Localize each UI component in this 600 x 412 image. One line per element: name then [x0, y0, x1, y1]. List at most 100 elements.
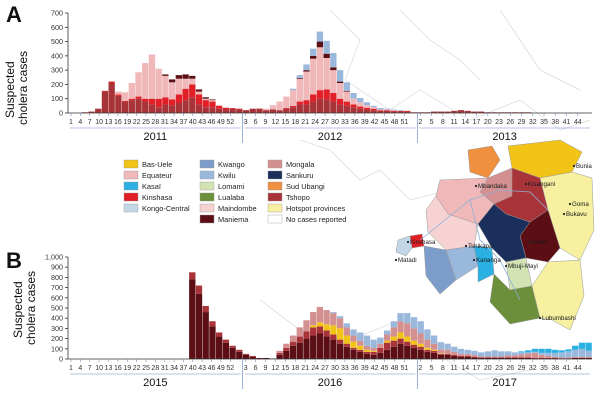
- panel-b-bar-mongala: [363, 345, 371, 350]
- panel-a-bar-kinshasa: [323, 89, 330, 100]
- panel-b-bar-bas-uele: [310, 325, 317, 328]
- panel-a-bar-maniema: [182, 74, 189, 79]
- map-rivers: [419, 189, 549, 301]
- panel-b-bar-mongala: [451, 351, 458, 355]
- panel-a-bar-kwilu: [330, 53, 337, 68]
- panel-a-bar-tshopo: [108, 83, 115, 113]
- panel-a-bar-maniema: [303, 70, 310, 72]
- panel-a-x-tick-label: 3: [244, 119, 248, 126]
- panel-a-bar-tshopo: [397, 111, 404, 113]
- panel-a-bar-kinshasa: [121, 100, 129, 102]
- panel-a-bar-kinshasa: [209, 101, 216, 108]
- legend-label: Lomami: [218, 182, 245, 191]
- legend-label: Kwango: [218, 160, 245, 169]
- panel-b-bar-tshopo: [316, 326, 324, 334]
- map-city-label: Matadi: [398, 257, 417, 264]
- panel-b-bar-kasa-: [545, 348, 552, 353]
- panel-b-bar-kwilu: [558, 352, 565, 358]
- panel-b-y-tick-label: 300: [51, 324, 63, 333]
- panel-b-bar-mongala: [417, 333, 424, 344]
- panel-b-bar-mongala: [572, 356, 579, 358]
- panel-b-bar-maniema: [363, 353, 371, 359]
- panel-a-bar-tshopo: [404, 111, 411, 113]
- panel-a-x-tick-label: 34: [170, 119, 178, 126]
- panel-b-bar-maniema: [518, 357, 525, 359]
- panel-a-x-tick-label: 40: [189, 119, 197, 126]
- panel-a-x-tick-label: 17: [473, 119, 481, 126]
- panel-a-bar-kinshasa: [229, 108, 236, 109]
- panel-b-bar-bas-uele: [417, 343, 424, 347]
- panel-b-bar-mongala: [585, 356, 592, 358]
- panel-a-bar-tshopo: [162, 104, 169, 113]
- y-axis-label-b-line1: Suspected: [11, 281, 25, 338]
- panel-a-x-tick-label: 39: [361, 119, 369, 126]
- map-city-label: Bunia: [576, 163, 592, 170]
- panel-b-y-tick-label: 600: [51, 293, 63, 302]
- panel-label-a: A: [6, 2, 22, 27]
- panel-b-x-tick-label: 25: [142, 365, 150, 372]
- panel-a-bar-tshopo: [142, 101, 149, 113]
- panel-a-bar-tshopo: [189, 97, 196, 113]
- legend-swatch: [267, 181, 283, 191]
- panel-b-bar-tshopo: [195, 285, 203, 294]
- panel-a-x-tick-label: 4: [78, 119, 82, 126]
- panel-b-bar-maniema: [202, 312, 209, 359]
- panel-b-bar-tshopo: [209, 321, 216, 327]
- panel-a-x-tick-label: 46: [208, 119, 216, 126]
- panel-a-bar-tshopo: [276, 110, 283, 113]
- panel-a-bar-tshopo: [242, 110, 250, 113]
- panel-b-x-tick-label: 43: [198, 365, 206, 372]
- panel-b-bar-maniema: [457, 356, 465, 359]
- panel-b-x-tick-label: 26: [506, 365, 514, 372]
- panel-b-bar-tshopo: [336, 339, 344, 344]
- panel-b-bar-kwilu: [390, 321, 397, 328]
- panel-b-x-tick-label: 35: [540, 365, 548, 372]
- panel-b-bar-maniema: [377, 352, 384, 359]
- panel-b-bar-maniema: [357, 351, 364, 359]
- panel-b-bar-maniema: [330, 339, 337, 359]
- panel-b-bar-mongala: [484, 356, 492, 358]
- panel-a-bar-equateur: [303, 71, 310, 101]
- panel-a-bar-kwilu: [370, 105, 377, 108]
- y-axis-label-b-line2: cholera cases: [24, 271, 38, 345]
- panel-b-bar-bas-uele: [390, 336, 397, 341]
- panel-b-bar-mongala: [477, 356, 485, 358]
- panel-b-bar-mongala: [330, 313, 337, 326]
- map-city-dot: [562, 212, 566, 216]
- panel-b-bar-tshopo: [404, 341, 411, 346]
- map-labels: Mbandaka Kisangani Bunia Goma Bukavu Kindu Kin…: [394, 163, 592, 322]
- panel-a-bar-kinshasa: [101, 90, 109, 92]
- panel-b-x-tick-label: 6: [254, 365, 258, 372]
- panel-b-x-tick-label: 46: [208, 365, 216, 372]
- panel-b-x-tick-label: 13: [105, 365, 113, 372]
- panel-a-bar-tshopo: [390, 111, 397, 113]
- panel-b-bar-tshopo: [377, 347, 384, 353]
- panel-b-bar-mongala: [323, 310, 330, 325]
- panel-a-bar-equateur: [336, 83, 344, 99]
- panel-b-x-tick-label: 18: [291, 365, 299, 372]
- panel-a-bar-tshopo: [168, 105, 176, 113]
- panel-b-bar-kwilu: [551, 352, 559, 357]
- panel-a-bar-equateur: [289, 90, 297, 106]
- panel-b-bar-tshopo: [410, 344, 418, 348]
- map-province-kwango: [423, 245, 457, 295]
- panel-a-x-tick-label: 9: [264, 119, 268, 126]
- panel-a-bar-kinshasa: [283, 108, 290, 109]
- panel-a-bar-equateur: [310, 58, 317, 95]
- panel-b-bar-bas-uele: [410, 340, 418, 345]
- panel-a-bar-tshopo: [263, 110, 270, 113]
- panel-b-bar-maniema: [283, 350, 290, 359]
- panel-a-bar-equateur: [343, 91, 350, 102]
- map-city-label: Kinshasa: [410, 239, 436, 246]
- panel-b-bar-maniema: [484, 357, 492, 359]
- panel-b-x-tick-label: 20: [484, 365, 492, 372]
- panel-b-bar-mongala: [296, 327, 303, 337]
- panel-b-bar-tshopo: [236, 349, 243, 352]
- panel-a-bar-tshopo: [457, 110, 465, 113]
- panel-a-bar-tshopo: [283, 108, 290, 113]
- panel-a-bar-tshopo: [215, 108, 223, 113]
- legend-label: Kwilu: [218, 171, 236, 180]
- panel-b-bar-mongala: [504, 355, 512, 358]
- panel-a-bar-maniema: [162, 74, 169, 76]
- panel-b-bar-tshopo: [222, 339, 230, 343]
